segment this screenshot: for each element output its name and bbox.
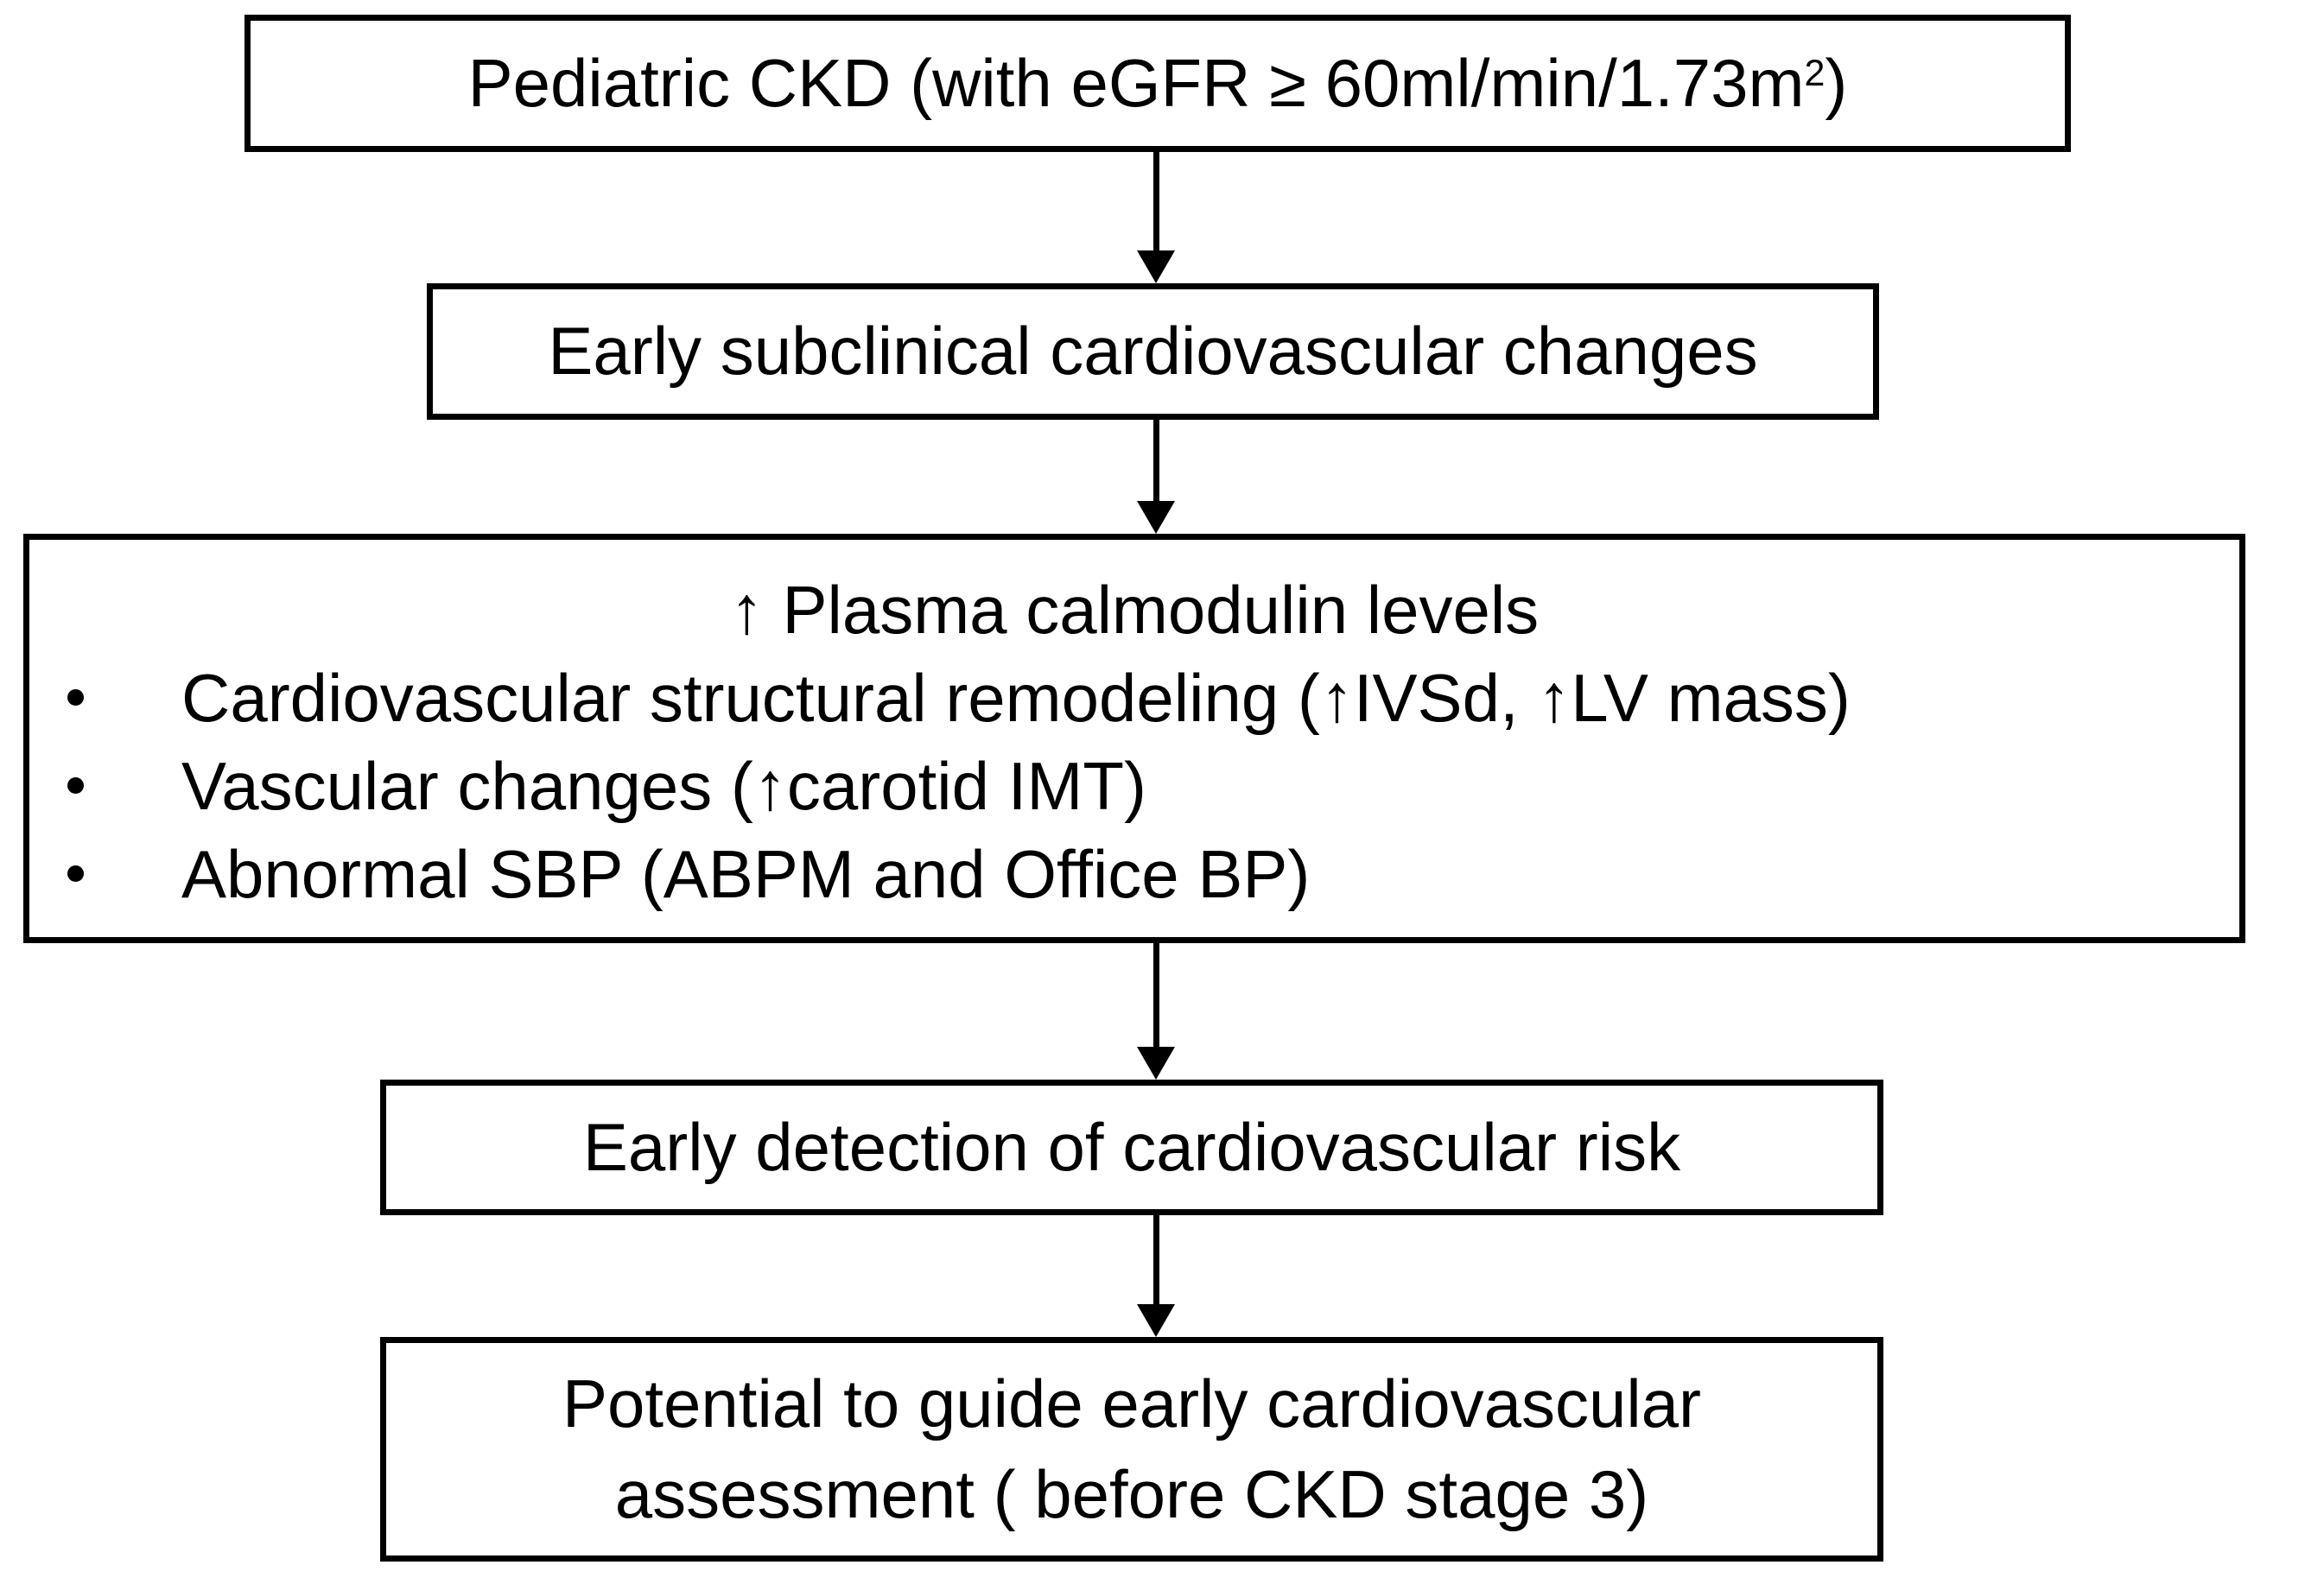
arrow-down-icon xyxy=(1137,250,1175,283)
arrow-shaft xyxy=(1152,1215,1159,1304)
list-item: Abnormal SBP (ABPM and Office BP) xyxy=(29,830,2239,918)
early-detection-label: Early detection of cardiovascular risk xyxy=(582,1108,1681,1185)
pediatric-ckd-label: Pediatric CKD (with eGFR ≥ 60ml/min/1.73… xyxy=(468,40,1848,127)
flow-arrow-1 xyxy=(1137,152,1175,283)
arrow-shaft xyxy=(1152,152,1159,250)
bullet-dot-icon xyxy=(67,777,84,794)
pediatric-ckd-suffix: ) xyxy=(1825,44,1848,121)
flow-arrow-3 xyxy=(1137,943,1175,1080)
superscript-2: 2 xyxy=(1804,53,1826,95)
bullet-text: Cardiovascular structural remodeling (↑I… xyxy=(181,660,1851,736)
bullet-dot-icon xyxy=(67,865,84,882)
findings-heading: ↑ Plasma calmodulin levels xyxy=(729,572,1540,648)
list-item: Cardiovascular structural remodeling (↑I… xyxy=(29,654,2239,742)
potential-line-1: Potential to guide early cardiovascular xyxy=(562,1365,1702,1441)
bullet-text: Vascular changes (↑carotid IMT) xyxy=(181,748,1146,824)
bullet-dot-icon xyxy=(67,689,84,706)
flow-arrow-2 xyxy=(1137,420,1175,534)
flow-arrow-4 xyxy=(1137,1215,1175,1337)
findings-bullet-list: Cardiovascular structural remodeling (↑I… xyxy=(29,654,2239,918)
arrow-down-icon xyxy=(1137,1304,1175,1337)
findings-content: ↑ Plasma calmodulin levels Cardiovascula… xyxy=(29,540,2239,918)
pediatric-ckd-text: Pediatric CKD (with eGFR ≥ 60ml/min/1.73… xyxy=(467,44,1805,121)
arrow-shaft xyxy=(1152,420,1159,501)
arrow-down-icon xyxy=(1137,1047,1175,1080)
flow-box-findings: ↑ Plasma calmodulin levels Cardiovascula… xyxy=(23,534,2245,943)
arrow-down-icon xyxy=(1137,501,1175,534)
flow-box-early-subclinical: Early subclinical cardiovascular changes xyxy=(427,283,1879,420)
potential-line-2: assessment ( before CKD stage 3) xyxy=(614,1456,1649,1532)
bullet-text: Abnormal SBP (ABPM and Office BP) xyxy=(181,836,1311,912)
flow-box-potential-to-guide: Potential to guide early cardiovascular … xyxy=(380,1337,1883,1562)
early-subclinical-label: Early subclinical cardiovascular changes xyxy=(548,313,1758,390)
list-item: Vascular changes (↑carotid IMT) xyxy=(29,742,2239,830)
flow-box-early-detection: Early detection of cardiovascular risk xyxy=(380,1080,1883,1215)
arrow-shaft xyxy=(1152,943,1159,1047)
flow-box-pediatric-ckd: Pediatric CKD (with eGFR ≥ 60ml/min/1.73… xyxy=(244,15,2071,152)
